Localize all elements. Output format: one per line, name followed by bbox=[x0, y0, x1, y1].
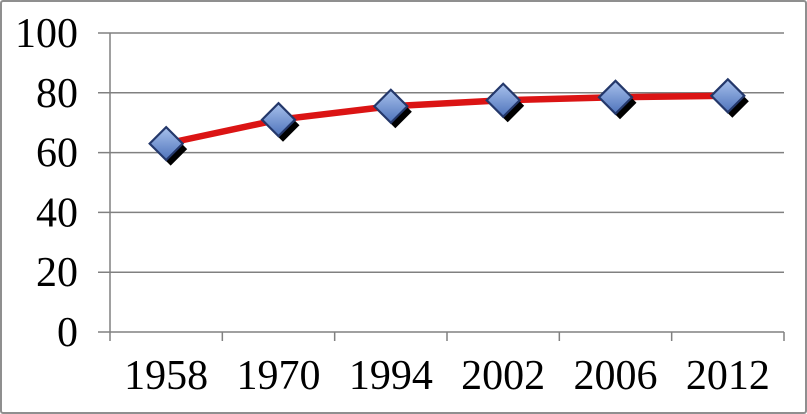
y-tick-label: 20 bbox=[36, 250, 78, 296]
x-tick-label: 1994 bbox=[349, 353, 433, 399]
data-point-marker bbox=[148, 125, 185, 162]
x-axis-ticks bbox=[109, 332, 785, 341]
x-tick-label: 2012 bbox=[686, 353, 770, 399]
markers bbox=[148, 77, 746, 162]
data-point-marker bbox=[485, 82, 522, 119]
data-point-marker bbox=[597, 79, 634, 116]
data-point-marker bbox=[372, 88, 409, 125]
y-tick-label: 60 bbox=[36, 131, 78, 177]
x-tick-label: 2006 bbox=[574, 353, 658, 399]
y-tick-label: 0 bbox=[57, 310, 78, 356]
x-axis-labels: 1958 1970 1994 2002 2006 2012 bbox=[124, 353, 770, 399]
data-point-marker bbox=[260, 101, 297, 138]
series-line bbox=[165, 92, 728, 147]
y-tick-label: 100 bbox=[15, 11, 78, 57]
x-tick-label: 1958 bbox=[124, 353, 208, 399]
y-tick-label: 40 bbox=[36, 190, 78, 236]
x-tick-label: 1970 bbox=[237, 353, 321, 399]
gridlines bbox=[98, 32, 784, 333]
data-point-marker bbox=[709, 77, 746, 114]
y-axis-labels: 0 20 40 60 80 100 bbox=[15, 11, 78, 356]
series-line-group bbox=[165, 92, 728, 147]
x-tick-label: 2002 bbox=[461, 353, 545, 399]
y-tick-label: 80 bbox=[36, 71, 78, 117]
